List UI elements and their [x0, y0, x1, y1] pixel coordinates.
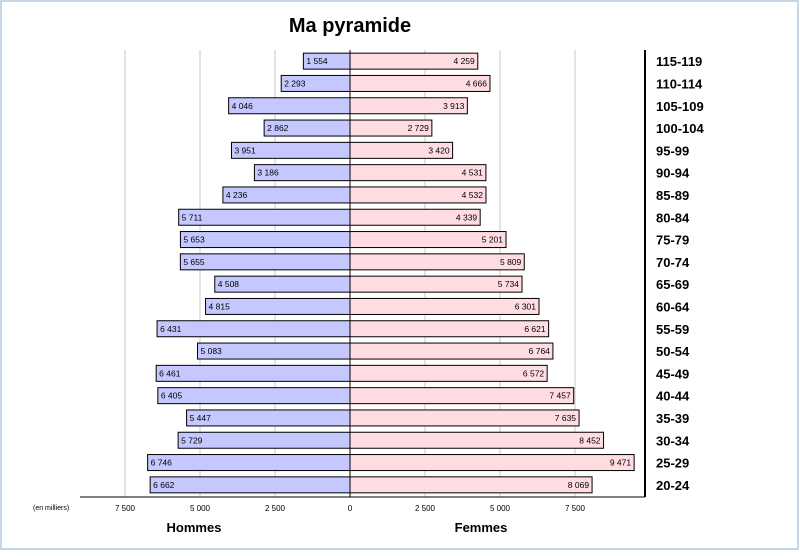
- data-label-hommes: 2 293: [284, 78, 306, 88]
- data-label-femmes: 4 532: [462, 190, 484, 200]
- data-label-femmes: 5 734: [498, 279, 520, 289]
- bar-hommes: [157, 387, 351, 405]
- data-label-hommes: 2 862: [267, 123, 289, 133]
- category-label: 25-29: [656, 456, 689, 471]
- data-label-hommes: 6 461: [159, 368, 181, 378]
- bar-femmes: [349, 476, 593, 494]
- data-label-hommes: 6 431: [160, 324, 182, 334]
- bar-femmes: [349, 297, 540, 315]
- bar-hommes: [147, 454, 351, 472]
- x-tick-label: 0: [348, 504, 353, 513]
- data-label-femmes: 5 201: [482, 235, 504, 245]
- data-label-femmes: 4 666: [466, 78, 488, 88]
- category-label: 50-54: [656, 344, 690, 359]
- data-label-hommes: 6 405: [161, 391, 183, 401]
- bar-femmes: [349, 253, 525, 271]
- category-label: 40-44: [656, 389, 690, 404]
- data-label-femmes: 6 301: [515, 301, 537, 311]
- x-tick-label: 5 000: [490, 504, 511, 513]
- data-label-femmes: 5 809: [500, 257, 522, 267]
- data-label-femmes: 8 452: [579, 435, 601, 445]
- data-label-femmes: 3 420: [428, 145, 450, 155]
- data-label-hommes: 3 951: [234, 145, 256, 155]
- bar-femmes: [349, 387, 575, 405]
- legend-femmes: Femmes: [455, 520, 508, 535]
- data-label-hommes: 4 236: [226, 190, 248, 200]
- unit-note: (en milliers): [33, 505, 69, 512]
- category-label: 30-34: [656, 433, 690, 448]
- category-label: 55-59: [656, 322, 689, 337]
- category-label: 35-39: [656, 411, 689, 426]
- data-label-femmes: 2 729: [408, 123, 430, 133]
- bars-layer: 1 554 4 259 2 293 4 666 4 046 3 913 2 862 2 729…: [147, 52, 635, 494]
- category-label: 105-109: [656, 99, 704, 114]
- data-label-hommes: 5 447: [190, 413, 212, 423]
- bar-hommes: [178, 208, 351, 226]
- bar-hommes: [156, 320, 351, 338]
- x-tick-label: 2 500: [415, 504, 436, 513]
- category-label: 85-89: [656, 188, 689, 203]
- data-label-hommes: 4 508: [218, 279, 240, 289]
- data-label-femmes: 4 531: [462, 168, 484, 178]
- data-label-hommes: 5 711: [182, 212, 203, 222]
- bar-hommes: [155, 364, 351, 382]
- category-label: 60-64: [656, 299, 690, 314]
- bar-hommes: [179, 231, 351, 249]
- bar-hommes: [186, 409, 351, 427]
- bar-femmes: [349, 275, 523, 293]
- category-label: 20-24: [656, 478, 690, 493]
- category-label: 100-104: [656, 121, 704, 136]
- category-label: 75-79: [656, 233, 689, 248]
- category-label: 45-49: [656, 366, 689, 381]
- data-label-femmes: 7 635: [555, 413, 577, 423]
- data-label-femmes: 3 913: [443, 101, 465, 111]
- bar-hommes: [179, 253, 351, 271]
- chart-title: Ma pyramide: [289, 15, 411, 37]
- x-tick-label: 2 500: [265, 504, 286, 513]
- data-label-femmes: 9 471: [610, 458, 632, 468]
- category-label: 110-114: [656, 76, 703, 91]
- data-label-femmes: 4 259: [453, 56, 475, 66]
- bar-hommes: [149, 476, 351, 494]
- data-label-hommes: 5 083: [201, 346, 223, 356]
- data-label-hommes: 6 746: [151, 458, 173, 468]
- x-tick-label: 5 000: [190, 504, 211, 513]
- bar-femmes: [349, 431, 605, 449]
- bar-femmes: [349, 320, 550, 338]
- data-label-femmes: 4 339: [456, 212, 478, 222]
- x-tick-label: 7 500: [565, 504, 586, 513]
- x-tick-label: 7 500: [115, 504, 136, 513]
- data-label-hommes: 5 655: [183, 257, 205, 267]
- data-label-femmes: 6 572: [523, 368, 545, 378]
- data-label-femmes: 6 621: [524, 324, 546, 334]
- category-label: 115-119: [656, 54, 702, 69]
- data-label-hommes: 5 729: [181, 435, 203, 445]
- data-label-femmes: 8 069: [568, 480, 590, 490]
- data-label-hommes: 4 815: [209, 301, 231, 311]
- data-label-hommes: 5 653: [183, 235, 205, 245]
- legend-hommes: Hommes: [167, 520, 222, 535]
- category-label: 80-84: [656, 210, 690, 225]
- category-label: 65-69: [656, 277, 689, 292]
- data-label-hommes: 6 662: [153, 480, 175, 490]
- bar-femmes: [349, 364, 548, 382]
- data-label-femmes: 6 764: [529, 346, 551, 356]
- axis-layer: 7 500 5 000 2 500 0 2 500 5 000 7 500 115-119 11…: [80, 50, 704, 513]
- data-label-hommes: 1 554: [306, 56, 328, 66]
- category-label: 95-99: [656, 143, 689, 158]
- data-label-femmes: 7 457: [549, 391, 571, 401]
- category-label: 70-74: [656, 255, 690, 270]
- data-label-hommes: 3 186: [257, 168, 279, 178]
- bar-hommes: [177, 431, 351, 449]
- bar-femmes: [349, 342, 554, 360]
- bar-femmes: [349, 454, 635, 472]
- data-label-hommes: 4 046: [232, 101, 254, 111]
- bar-femmes: [349, 409, 580, 427]
- category-label: 90-94: [656, 166, 690, 181]
